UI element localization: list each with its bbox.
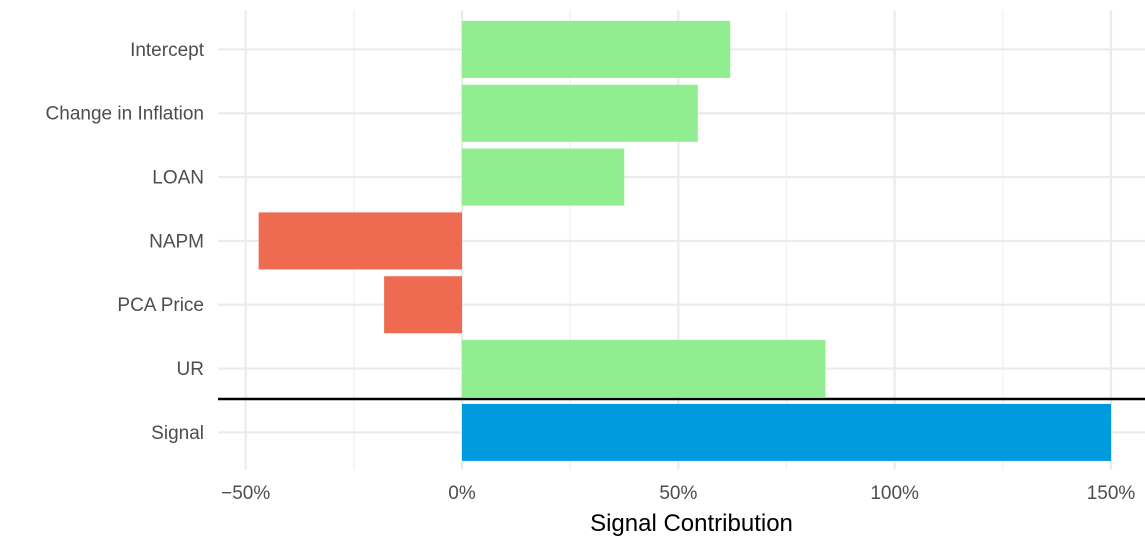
- y-tick-label: Signal: [151, 423, 204, 444]
- y-tick-label: LOAN: [152, 168, 204, 189]
- bar-ur: [462, 340, 826, 398]
- bars: [258, 20, 1112, 461]
- bar-pca-price: [384, 276, 462, 334]
- x-tick-label: 150%: [1087, 483, 1136, 504]
- bar-intercept: [462, 20, 731, 78]
- y-tick-labels: Intercept Change in Inflation LOAN NAPM PCA …: [46, 40, 205, 444]
- bar-loan: [462, 148, 625, 206]
- x-tick-label: 100%: [870, 483, 919, 504]
- x-tick-label: 0%: [448, 483, 476, 504]
- y-tick-label: UR: [177, 359, 204, 380]
- bar-change-in-inflation: [462, 84, 698, 142]
- x-tick-label: 50%: [659, 483, 697, 504]
- y-tick-label: Intercept: [130, 40, 205, 61]
- x-tick-labels: −50% 0% 50% 100% 150%: [221, 483, 1135, 504]
- y-tick-label: PCA Price: [117, 295, 204, 316]
- x-axis-title: Signal Contribution: [590, 510, 793, 537]
- bar-signal: [462, 403, 1112, 461]
- bar-napm: [258, 212, 462, 270]
- x-tick-label: −50%: [221, 483, 270, 504]
- y-tick-label: NAPM: [149, 231, 204, 252]
- y-tick-label: Change in Inflation: [46, 104, 204, 125]
